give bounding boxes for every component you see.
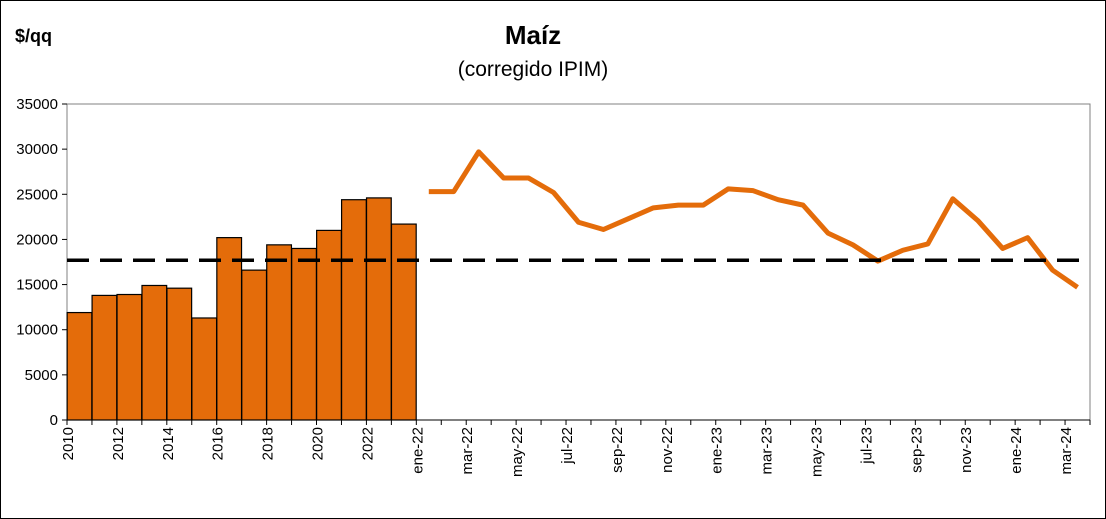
bar-2023 — [390, 223, 417, 421]
price-line — [428, 149, 1079, 290]
x-tick-label: 2012 — [110, 427, 127, 460]
bar-2022 — [365, 197, 392, 421]
plot-area: 0 5000 10000 15000 20000 25000 30000 35000 2010 2… — [16, 96, 1091, 477]
bar-2014 — [166, 287, 193, 421]
bar-2010 — [66, 311, 93, 421]
x-tick-label: nov-22 — [659, 427, 676, 473]
bar-2021 — [340, 199, 367, 421]
x-tick-label: 2020 — [310, 427, 327, 460]
x-tick-label: mar-24 — [1058, 427, 1075, 475]
bar-2013 — [141, 284, 168, 421]
y-tick-label: 30000 — [16, 141, 58, 158]
x-tick-label: may-23 — [809, 427, 826, 477]
y-tick-label: 5000 — [25, 367, 58, 384]
x-tick-label: ene-22 — [409, 427, 426, 474]
bar-2015 — [191, 317, 218, 421]
y-tick-label: 35000 — [16, 96, 58, 113]
chart-subtitle: (corregido IPIM) — [458, 58, 609, 81]
x-tick-label: 2014 — [160, 427, 177, 460]
bar-2016 — [216, 237, 243, 421]
x-tick-label: sep-23 — [908, 427, 925, 473]
x-tick-label: jul-22 — [559, 427, 576, 465]
y-tick-label: 0 — [50, 412, 58, 429]
y-tick-label: 15000 — [16, 277, 58, 294]
x-tick-label: ene-24 — [1008, 427, 1025, 474]
bar-2020 — [316, 229, 342, 421]
x-tick-label: nov-23 — [958, 427, 975, 473]
x-tick-label: jul-23 — [858, 427, 875, 465]
x-tick-label: 2016 — [210, 427, 227, 460]
bar-2018 — [266, 244, 293, 421]
bar-2019 — [291, 247, 317, 421]
y-axis-label: $/qq — [15, 26, 52, 46]
y-tick-label: 25000 — [16, 186, 58, 203]
x-tick-label: 2010 — [60, 427, 77, 460]
bar-2012 — [116, 293, 143, 421]
y-tick-label: 10000 — [16, 322, 58, 339]
chart-title: Maíz — [505, 20, 561, 50]
x-tick-label: may-22 — [509, 427, 526, 477]
x-tick-label: ene-23 — [709, 427, 726, 474]
x-tick-label: mar-22 — [459, 427, 476, 475]
x-tick-label: sep-22 — [609, 427, 626, 473]
x-tick-label: 2018 — [260, 427, 277, 460]
x-tick-label: mar-23 — [759, 427, 776, 475]
bar-2011 — [91, 294, 118, 421]
bar-2017 — [241, 269, 268, 421]
x-tick-label: 2022 — [359, 427, 376, 460]
y-tick-label: 20000 — [16, 231, 58, 248]
